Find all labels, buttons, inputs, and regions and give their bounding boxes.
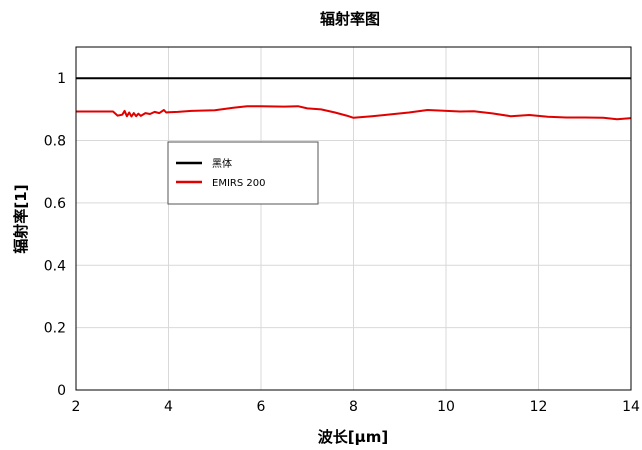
y-tick-label: 0.6 — [44, 196, 66, 212]
x-tick-label: 8 — [349, 399, 358, 415]
y-tick-label: 0.2 — [44, 321, 66, 337]
x-axis-label: 波长[µm] — [318, 428, 388, 446]
series-line-emirs200 — [76, 105, 632, 121]
x-tick-label: 6 — [257, 399, 266, 415]
x-tick-label: 2 — [72, 399, 81, 415]
y-tick-label: 0 — [57, 383, 66, 399]
legend-label-emirs200: EMIRS 200 — [212, 178, 265, 189]
x-tick-label: 14 — [622, 399, 640, 415]
legend-label-blackbody: 黑体 — [212, 158, 232, 170]
x-tick-label: 12 — [530, 399, 548, 415]
legend-box — [167, 141, 319, 205]
series-layer — [76, 77, 632, 121]
legend: 黑体 EMIRS 200 — [167, 141, 319, 205]
tick-labels: 2 4 6 8 10 12 14 0 0.2 0.4 0.6 0.8 1 — [44, 71, 640, 415]
y-tick-label: 0.4 — [44, 258, 66, 274]
grid-lines — [75, 47, 632, 391]
chart-title: 辐射率图 — [320, 10, 380, 28]
x-tick-label: 10 — [437, 399, 455, 415]
y-tick-label: 0.8 — [44, 134, 66, 150]
x-tick-label: 4 — [164, 399, 173, 415]
plot-frame — [75, 46, 632, 391]
y-axis-label: 辐射率[1] — [12, 184, 30, 253]
y-tick-label: 1 — [57, 71, 66, 87]
